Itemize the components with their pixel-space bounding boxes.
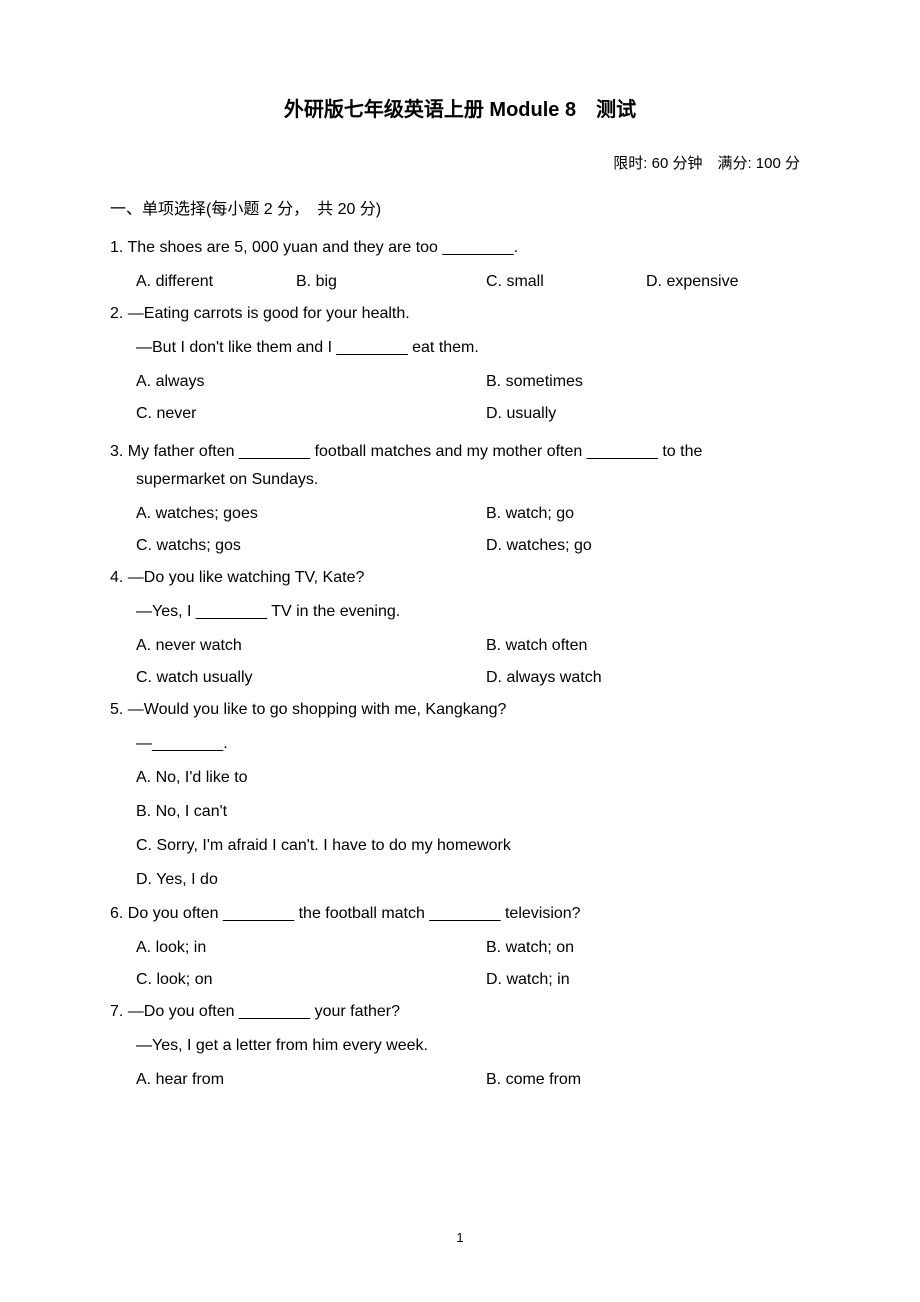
question-5: 5. —Would you like to go shopping with m… <box>110 698 810 892</box>
option-d: D. watches; go <box>486 534 592 558</box>
option-a: A. different <box>136 270 296 294</box>
option-c: C. Sorry, I'm afraid I can't. I have to … <box>136 834 810 858</box>
options-row: A. look; in B. watch; on <box>110 936 810 960</box>
question-stem: 2. —Eating carrots is good for your heal… <box>110 302 810 326</box>
option-c: C. watch usually <box>136 666 486 690</box>
option-d: D. Yes, I do <box>136 868 810 892</box>
options-row: C. never D. usually <box>110 402 810 426</box>
question-1: 1. The shoes are 5, 000 yuan and they ar… <box>110 236 810 294</box>
option-d: D. watch; in <box>486 968 570 992</box>
option-a: A. No, I'd like to <box>136 766 810 790</box>
option-b: B. come from <box>486 1068 581 1092</box>
options-row: A. hear from B. come from <box>110 1068 810 1092</box>
option-d: D. usually <box>486 402 556 426</box>
question-stem: 6. Do you often ________ the football ma… <box>110 902 810 926</box>
question-4: 4. —Do you like watching TV, Kate? —Yes,… <box>110 566 810 690</box>
options-row: A. watches; goes B. watch; go <box>110 502 810 526</box>
option-a: A. always <box>136 370 486 394</box>
question-sub: —________. <box>110 732 810 756</box>
question-sub: —Yes, I ________ TV in the evening. <box>110 600 810 624</box>
question-stem: 7. —Do you often ________ your father? <box>110 1000 810 1024</box>
options-row: C. watchs; gos D. watches; go <box>110 534 810 558</box>
section-header: 一、单项选择(每小题 2 分， 共 20 分) <box>110 198 810 222</box>
question-stem: 3. My father often ________ football mat… <box>110 440 810 464</box>
question-3: 3. My father often ________ football mat… <box>110 440 810 558</box>
option-b: B. watch; on <box>486 936 574 960</box>
option-b: B. watch; go <box>486 502 574 526</box>
option-a: A. look; in <box>136 936 486 960</box>
question-stem: 5. —Would you like to go shopping with m… <box>110 698 810 722</box>
page-number: 1 <box>0 1228 920 1248</box>
option-c: C. look; on <box>136 968 486 992</box>
options-row: A. always B. sometimes <box>110 370 810 394</box>
document-title: 外研版七年级英语上册 Module 8 测试 <box>110 95 810 125</box>
option-c: C. small <box>486 270 646 294</box>
option-a: A. hear from <box>136 1068 486 1092</box>
option-b: B. sometimes <box>486 370 583 394</box>
question-2: 2. —Eating carrots is good for your heal… <box>110 302 810 426</box>
option-b: B. watch often <box>486 634 587 658</box>
question-sub: —Yes, I get a letter from him every week… <box>110 1034 810 1058</box>
option-d: D. always watch <box>486 666 602 690</box>
options-row: A. different B. big C. small D. expensiv… <box>110 270 810 294</box>
option-b: B. No, I can't <box>136 800 810 824</box>
exam-meta: 限时: 60 分钟 满分: 100 分 <box>110 153 810 176</box>
question-6: 6. Do you often ________ the football ma… <box>110 902 810 992</box>
option-a: A. watches; goes <box>136 502 486 526</box>
question-7: 7. —Do you often ________ your father? —… <box>110 1000 810 1092</box>
question-stem: 4. —Do you like watching TV, Kate? <box>110 566 810 590</box>
options-row: C. look; on D. watch; in <box>110 968 810 992</box>
option-b: B. big <box>296 270 486 294</box>
option-c: C. watchs; gos <box>136 534 486 558</box>
option-c: C. never <box>136 402 486 426</box>
question-continuation: supermarket on Sundays. <box>110 468 810 492</box>
question-sub: —But I don't like them and I ________ ea… <box>110 336 810 360</box>
option-d: D. expensive <box>646 270 739 294</box>
options-row: A. never watch B. watch often <box>110 634 810 658</box>
question-stem: 1. The shoes are 5, 000 yuan and they ar… <box>110 236 810 260</box>
options-row: C. watch usually D. always watch <box>110 666 810 690</box>
options-col: A. No, I'd like to B. No, I can't C. Sor… <box>110 766 810 892</box>
option-a: A. never watch <box>136 634 486 658</box>
